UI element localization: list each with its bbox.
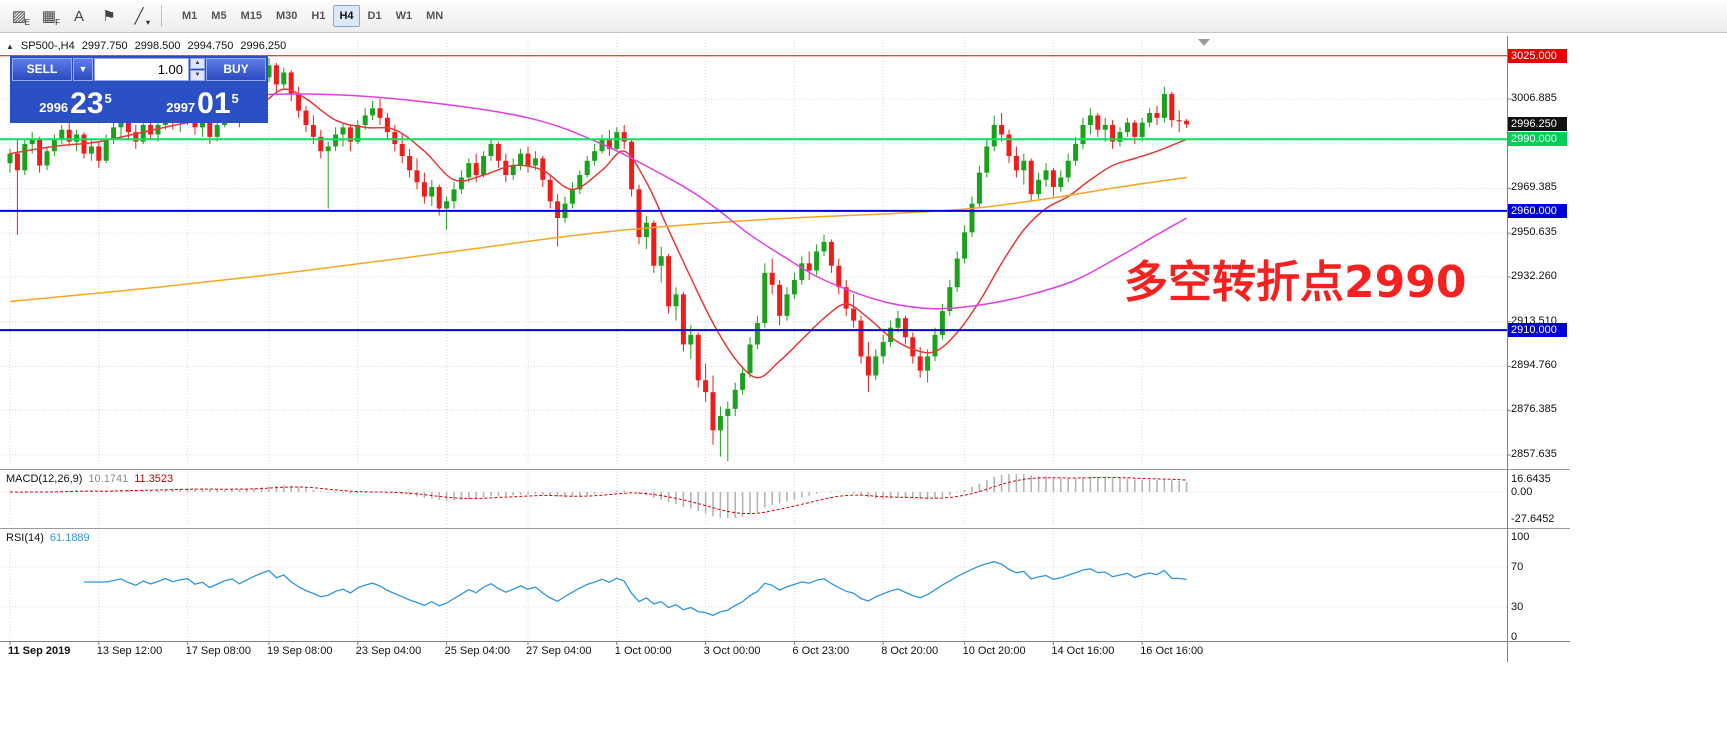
timeframe-w1-button[interactable]: W1	[395, 10, 413, 22]
chart-header: ▲ SP500-,H4 2997.750 2998.500 2994.750 2…	[6, 40, 286, 52]
timeframe-h4-button[interactable]: H4	[333, 5, 360, 27]
macd-indicator-name: MACD(12,26,9)	[6, 473, 83, 485]
sell-price-big: 23	[70, 87, 104, 120]
timeframe-m1-button[interactable]: M1	[182, 10, 198, 22]
buy-price-main: 2997	[166, 100, 196, 115]
ohlc-high: 2998.500	[134, 40, 181, 52]
candles-layer	[7, 58, 1190, 462]
timeframe-mn-button[interactable]: MN	[426, 10, 444, 22]
price-axis[interactable]	[1508, 36, 1570, 640]
macd-signal-line	[9, 476, 1187, 515]
sell-button[interactable]: SELL	[12, 58, 72, 81]
lots-increase-button[interactable]: ▲	[190, 58, 205, 69]
sell-price: 2996 23 5	[12, 83, 139, 121]
rsi-line	[84, 561, 1187, 617]
line-studies-icon: ╱	[134, 7, 144, 25]
buy-button[interactable]: BUY	[206, 58, 266, 81]
grid-sub-label: F	[55, 18, 60, 27]
objects-icon: ⚑	[102, 7, 116, 25]
ma-mid-orange	[9, 176, 1187, 303]
toolbar: ▨ E ▦ F A ⚑ ╱ ▾ M1 M5 M15 M30 H1 H4 D1 W1 MN	[0, 0, 1727, 33]
ohlc-close: 2996.250	[240, 40, 287, 52]
grid-layer	[0, 37, 1507, 638]
sell-price-main: 2996	[39, 100, 69, 115]
chart-canvas[interactable]	[0, 0, 1570, 732]
line-studies-button[interactable]: ╱ ▾	[125, 3, 153, 29]
ohlc-open: 2997.750	[81, 40, 128, 52]
toolbar-tools: ▨ E ▦ F A ⚑ ╱ ▾	[4, 0, 154, 32]
rsi-value: 61.1889	[49, 532, 90, 544]
timeframe-d1-button[interactable]: D1	[367, 10, 382, 22]
macd-signal-value: 11.3523	[134, 473, 174, 485]
symbol-period-label: SP500-,H4	[20, 40, 75, 52]
ohlc-low: 2994.750	[187, 40, 234, 52]
lots-decrease-button[interactable]: ▼	[190, 70, 205, 81]
chart-style-sub-label: E	[24, 18, 30, 27]
lots-stepper: ▲ ▼	[190, 58, 205, 81]
one-click-toggle-icon[interactable]: ▲	[6, 41, 14, 51]
macd-histogram	[16, 474, 1188, 519]
buy-price-big: 01	[197, 87, 231, 120]
ma-slow-magenta	[9, 93, 1187, 310]
text-label-button[interactable]: A	[65, 3, 93, 29]
timeframe-h1-button[interactable]: H1	[311, 10, 326, 22]
grid-icon: ▦	[41, 7, 57, 25]
macd-main-value: 10.1741	[88, 473, 129, 485]
lots-dropdown-button[interactable]: ▼	[73, 58, 93, 81]
timeframe-m15-button[interactable]: M15	[240, 10, 262, 22]
annotation-text: 多空转折点2990	[1124, 257, 1467, 308]
lots-input[interactable]	[94, 58, 189, 81]
toolbar-separator	[161, 5, 162, 27]
timeframe-m5-button[interactable]: M5	[211, 10, 227, 22]
ma-fast-red	[9, 88, 1187, 379]
grid-button[interactable]: ▦ F	[35, 3, 63, 29]
chart-style-button[interactable]: ▨ E	[5, 3, 33, 29]
line-studies-sub-label: ▾	[145, 18, 150, 27]
chart-shift-marker[interactable]	[1198, 39, 1210, 46]
timeframe-toolbar: M1 M5 M15 M30 H1 H4 D1 W1 MN	[175, 0, 450, 32]
macd-label: MACD(12,26,9) 10.1741 11.3523	[6, 473, 173, 485]
buy-price-sup: 5	[231, 91, 239, 106]
objects-button[interactable]: ⚑	[95, 3, 123, 29]
sell-price-sup: 5	[104, 91, 112, 106]
timeframe-m30-button[interactable]: M30	[275, 10, 298, 22]
rsi-label: RSI(14) 61.1889	[6, 532, 90, 544]
one-click-trading-panel: SELL ▼ ▲ ▼ BUY 2996 23 5 2997 01 5	[10, 56, 268, 123]
chart-style-icon: ▨	[11, 7, 27, 25]
time-axis[interactable]	[0, 642, 1507, 662]
text-label-icon: A	[73, 7, 84, 25]
rsi-indicator-name: RSI(14)	[6, 532, 44, 544]
buy-price: 2997 01 5	[139, 83, 266, 121]
